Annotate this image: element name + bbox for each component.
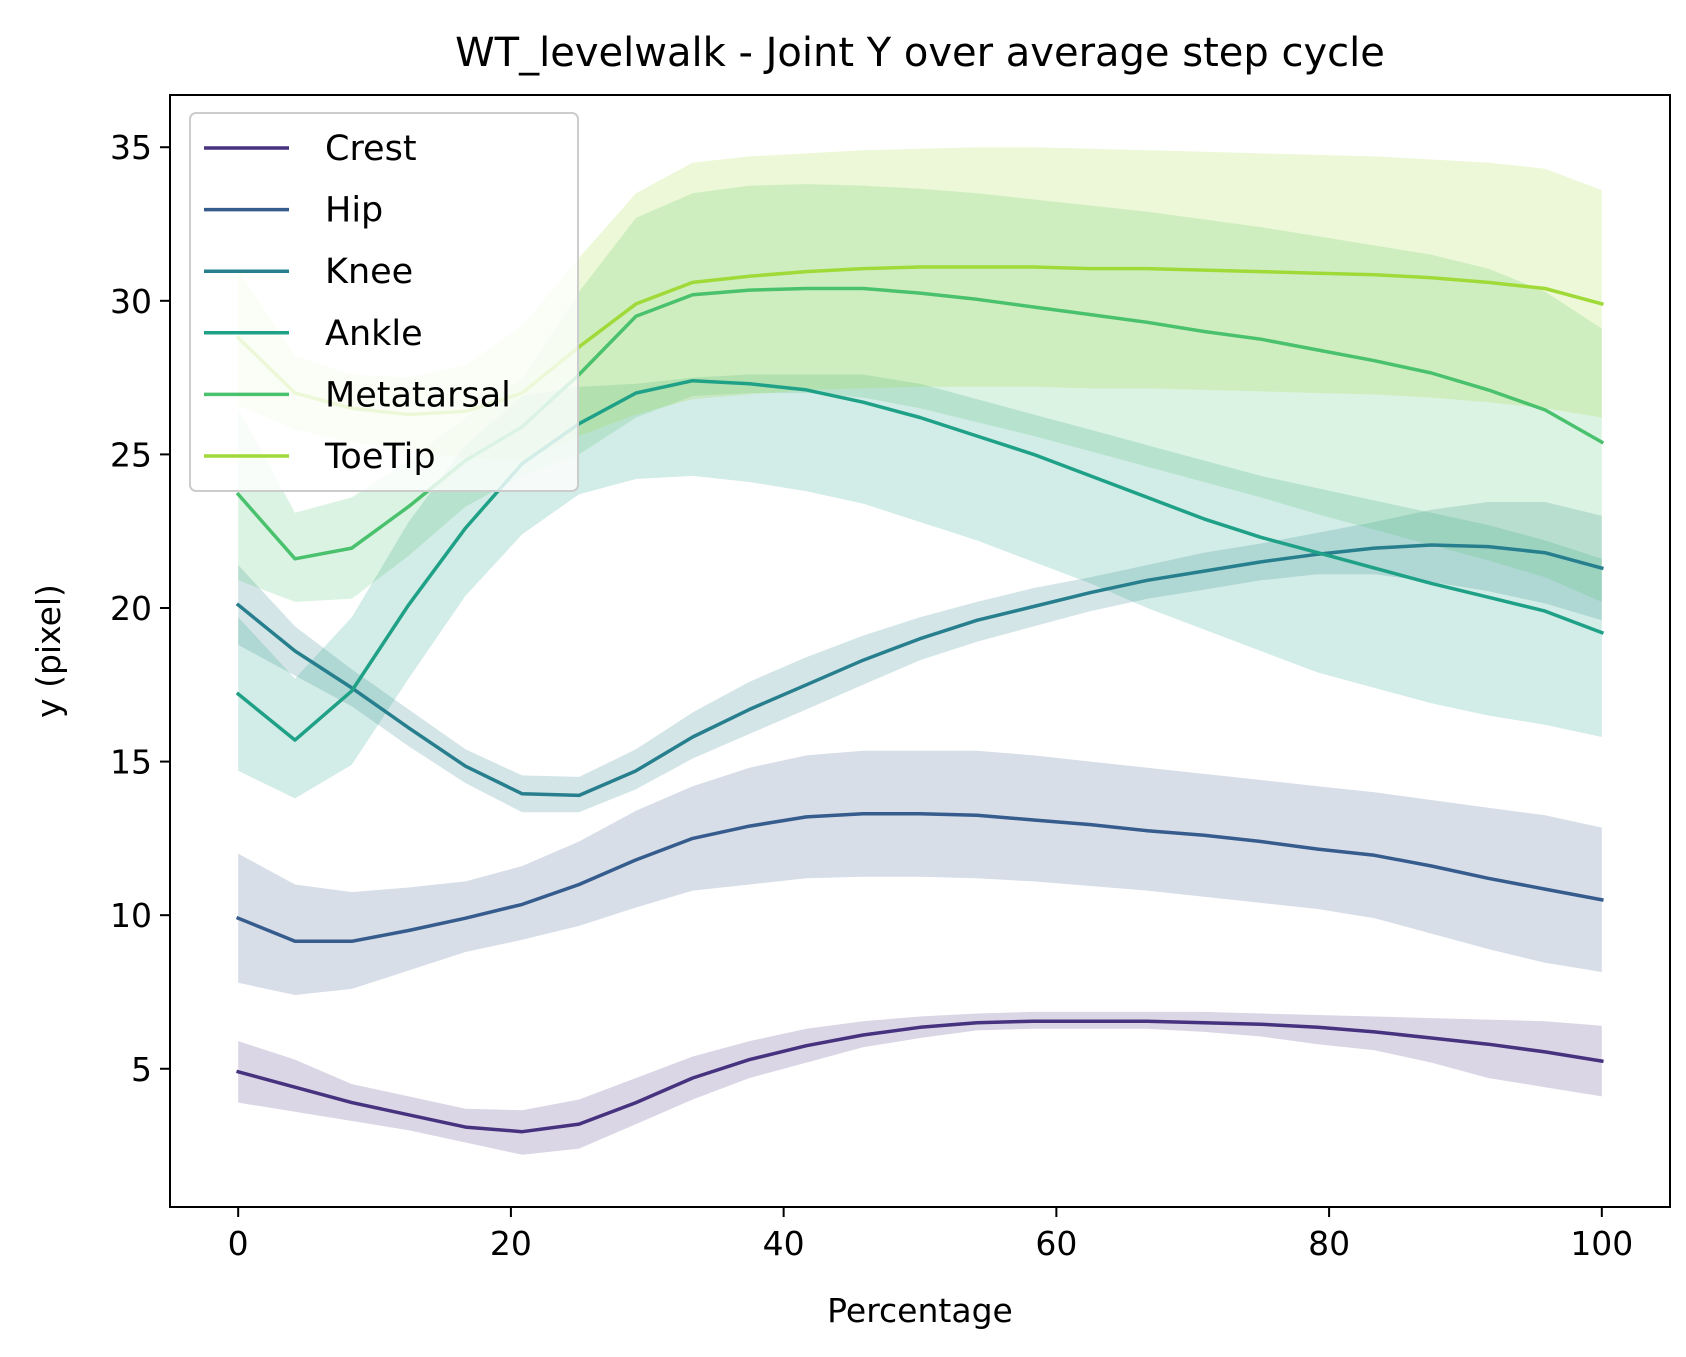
band-hip — [238, 750, 1602, 995]
legend: Crest Hip Knee Ankle Metatarsal ToeTip — [189, 112, 579, 492]
y-tick-label: 20 — [110, 589, 152, 628]
line-ankle — [235, 378, 1605, 742]
legend-label-ankle: Ankle — [325, 314, 423, 354]
x-tick-label: 20 — [490, 1224, 532, 1263]
band-toetip — [238, 147, 1602, 461]
x-axis-label: Percentage — [827, 1291, 1013, 1330]
band-crest — [238, 1011, 1602, 1155]
y-axis-label: y (pixel) — [29, 584, 68, 718]
line-crest — [236, 1019, 1604, 1134]
plot-frame — [169, 94, 1671, 1208]
legend-label-metatarsal: Metatarsal — [325, 375, 511, 415]
y-tick-label: 15 — [110, 743, 152, 782]
x-axis-ticks: 0 20 40 60 80 100 — [228, 1207, 1633, 1263]
band-ankle — [238, 374, 1602, 799]
x-tick-label: 60 — [1035, 1224, 1077, 1263]
legend-label-toetip: ToeTip — [324, 437, 436, 477]
legend-label-crest: Crest — [325, 129, 417, 169]
x-tick-label: 40 — [763, 1224, 805, 1263]
legend-label-hip: Hip — [325, 191, 383, 231]
legend-box — [189, 112, 579, 492]
line-knee — [235, 543, 1604, 798]
x-tick-label: 80 — [1308, 1224, 1350, 1263]
y-tick-label: 35 — [110, 128, 152, 167]
x-tick-label: 100 — [1570, 1224, 1633, 1263]
x-tick-label: 0 — [228, 1224, 249, 1263]
y-tick-label: 5 — [131, 1050, 152, 1089]
line-hip — [235, 812, 1604, 944]
legend-label-knee: Knee — [325, 252, 413, 292]
band-knee — [238, 502, 1602, 813]
confidence-bands — [238, 147, 1602, 1155]
y-tick-label: 10 — [110, 896, 152, 935]
y-tick-label: 30 — [110, 282, 152, 321]
chart-title: WT_levelwalk - Joint Y over average step… — [455, 30, 1385, 76]
y-axis-ticks: 5 10 15 20 25 30 35 — [110, 128, 170, 1089]
y-tick-label: 25 — [110, 435, 152, 474]
band-metatarsal — [238, 184, 1602, 602]
